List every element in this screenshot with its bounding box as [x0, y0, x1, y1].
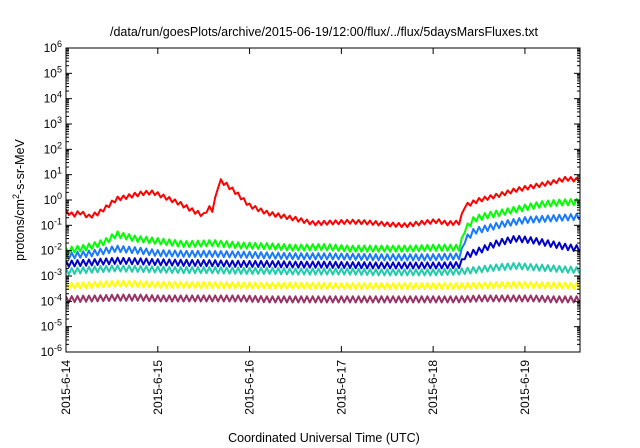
y-tick-base: 10 [44, 92, 58, 106]
x-axis-title: Coordinated Universal Time (UTC) [228, 431, 420, 445]
y-tick-label: 105 [44, 64, 62, 80]
series-line-3 [66, 234, 580, 270]
y-tick-label: 10-6 [41, 343, 62, 359]
y-axis-title-pre: protons/cm [13, 199, 27, 261]
y-tick-exp: -5 [54, 318, 62, 328]
x-tick-label: 2015-6-19 [518, 360, 532, 415]
y-tick-base: 10 [41, 345, 55, 359]
y-tick-label: 104 [44, 90, 62, 106]
chart-title: /data/run/goesPlots/archive/2015-06-19/1… [110, 25, 539, 39]
y-tick-base: 10 [41, 244, 55, 258]
y-tick-base: 10 [44, 168, 58, 182]
y-tick-exp: -4 [54, 292, 62, 302]
y-tick-base: 10 [44, 117, 58, 131]
y-tick-exp: 1 [57, 166, 62, 176]
y-tick-exp: -1 [54, 216, 62, 226]
series-line-1 [66, 197, 580, 255]
y-tick-base: 10 [41, 218, 55, 232]
y-tick-label: 100 [44, 191, 62, 207]
series-line-4 [66, 262, 580, 277]
plot-frame [65, 47, 581, 353]
y-tick-base: 10 [44, 41, 58, 55]
series-line-6 [66, 293, 580, 304]
y-axis-title-post: -s-sr-MeV [13, 138, 27, 194]
y-tick-exp: 5 [57, 64, 62, 74]
y-axis: 10610510410310210110010-110-210-310-410-… [41, 39, 580, 359]
y-tick-exp: 3 [57, 115, 62, 125]
plot-series [66, 175, 580, 304]
x-axis: 2015-6-14 2015-6-15 2015-6-16 2015-6-17 2015… [59, 48, 532, 415]
y-tick-label: 102 [44, 140, 62, 156]
y-tick-exp: 2 [57, 140, 62, 150]
x-tick-label: 2015-6-15 [151, 360, 165, 415]
y-tick-base: 10 [44, 142, 58, 156]
y-tick-label: 10-3 [41, 267, 62, 283]
y-tick-exp: 0 [57, 191, 62, 201]
y-tick-label: 10-5 [41, 318, 62, 334]
y-tick-exp: -6 [54, 343, 62, 353]
y-tick-label: 106 [44, 39, 62, 55]
x-tick-label: 2015-6-14 [59, 360, 73, 415]
y-tick-base: 10 [41, 320, 55, 334]
y-tick-exp: 6 [57, 39, 62, 49]
y-tick-label: 10-2 [41, 242, 62, 258]
y-tick-label: 10-4 [41, 292, 62, 308]
y-tick-base: 10 [41, 294, 55, 308]
y-tick-exp: -2 [54, 242, 62, 252]
x-tick-label: 2015-6-16 [243, 360, 257, 415]
x-tick-label: 2015-6-18 [426, 360, 440, 415]
y-tick-label: 103 [44, 115, 62, 131]
series-line-0 [66, 175, 580, 229]
y-tick-exp: 4 [57, 90, 62, 100]
y-tick-base: 10 [41, 269, 55, 283]
y-tick-base: 10 [44, 66, 58, 80]
y-axis-title: protons/cm2-s-sr-MeV [11, 138, 27, 260]
x-tick-label: 2015-6-17 [334, 360, 348, 415]
y-tick-label: 101 [44, 166, 62, 182]
y-tick-base: 10 [44, 193, 58, 207]
series-line-2 [66, 212, 580, 262]
y-tick-label: 10-1 [41, 216, 62, 232]
series-line-5 [66, 279, 580, 291]
y-axis-title-sup: 2 [11, 194, 21, 199]
y-tick-exp: -3 [54, 267, 62, 277]
